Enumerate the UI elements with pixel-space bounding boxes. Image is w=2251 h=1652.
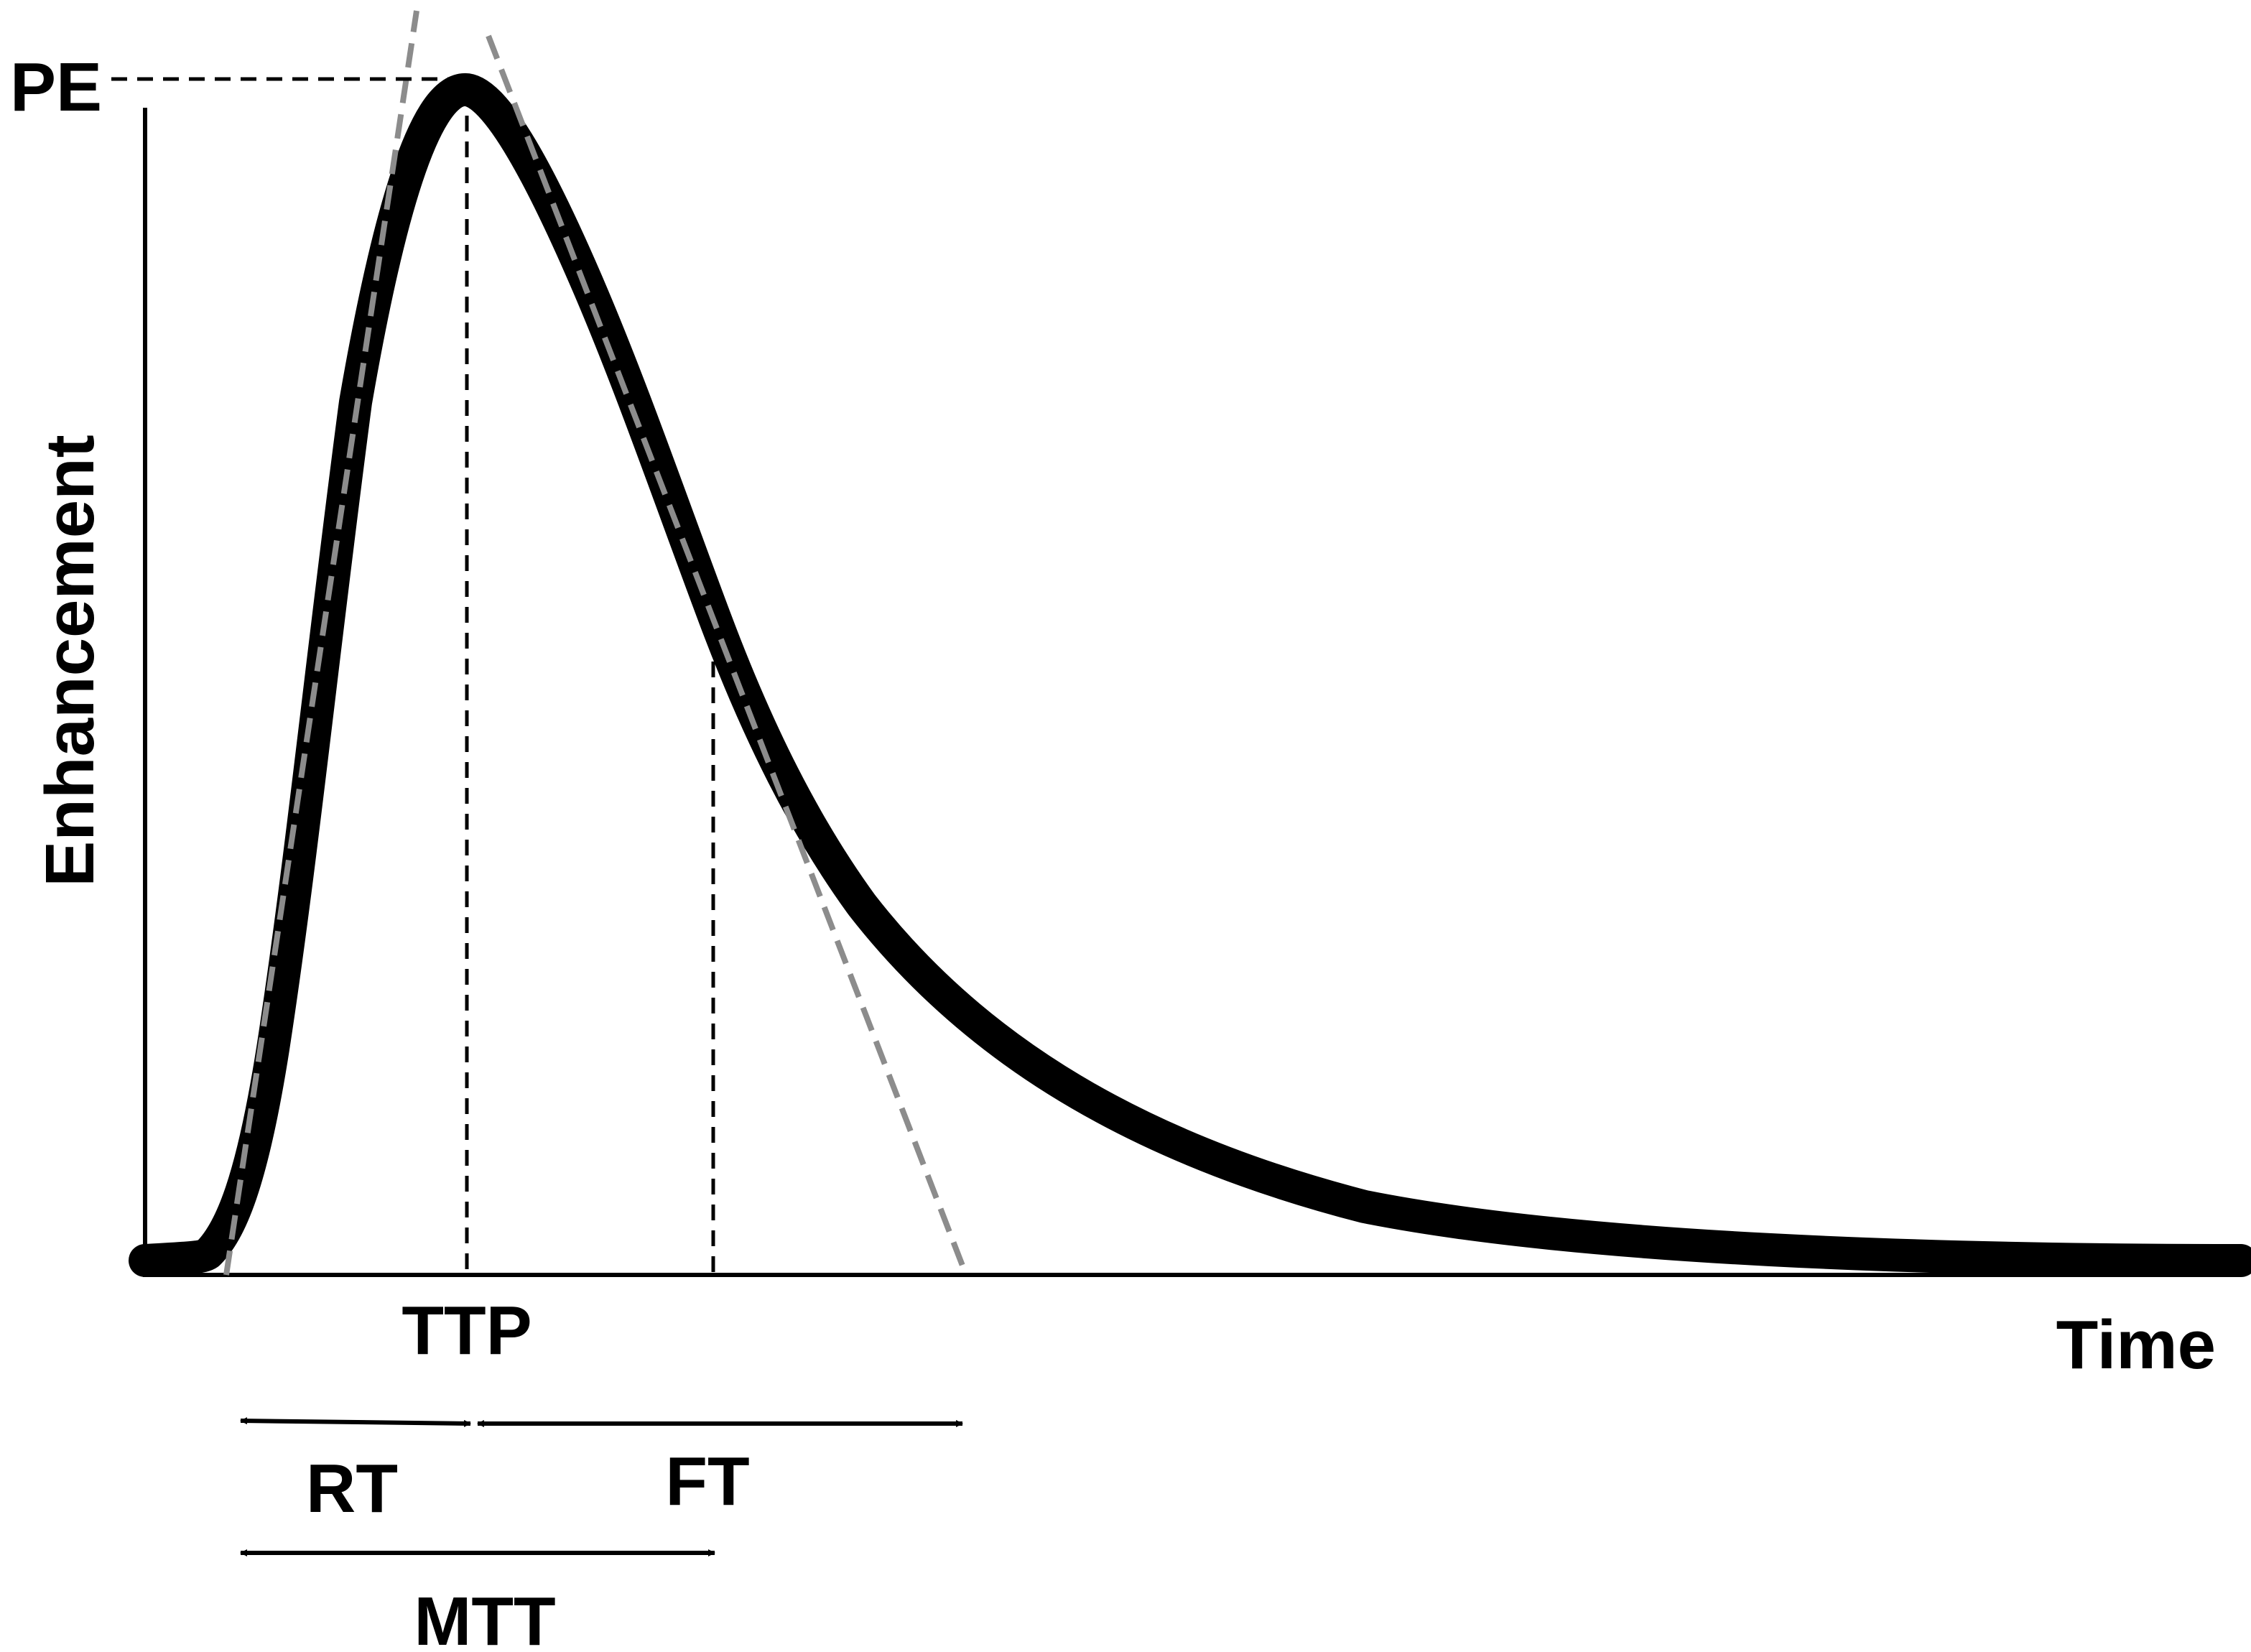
mtt-label: MTT	[414, 1583, 555, 1652]
peak-enhancement-label: PE	[10, 49, 102, 126]
fall-tangent-line	[486, 34, 969, 1276]
rt-arrow	[240, 1417, 471, 1427]
enhancement-curve	[129, 73, 2251, 1277]
ft-label: FT	[665, 1443, 749, 1520]
ttp-label: TTP	[402, 1292, 532, 1369]
rt-label: RT	[306, 1450, 398, 1527]
rise-tangent-line	[223, 10, 419, 1276]
x-axis-label: Time	[2056, 1307, 2216, 1383]
y-axis-label: Enhancement	[32, 435, 108, 886]
